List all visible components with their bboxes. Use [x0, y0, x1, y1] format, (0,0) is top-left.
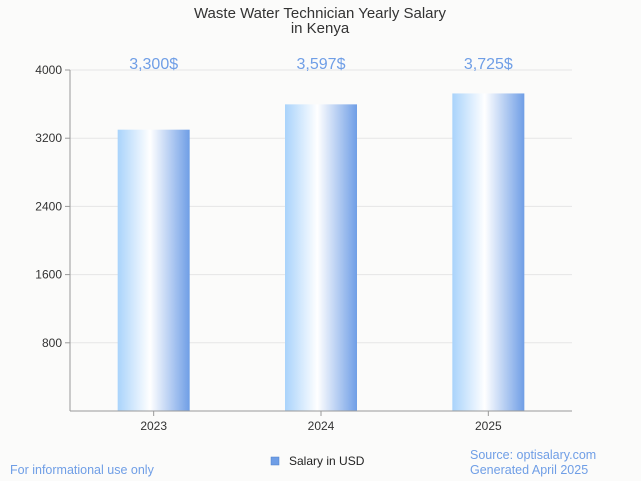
y-tick-label: 2400	[35, 199, 62, 213]
legend: Salary in USD	[270, 454, 365, 468]
y-tick-label: 4000	[35, 63, 62, 77]
x-axis-ticks: 2023 2024 2025	[140, 411, 502, 433]
y-axis-ticks: 800 1600 2400 3200 4000	[35, 63, 70, 350]
data-label-2024: 3,597$	[297, 56, 346, 73]
x-tick-label-2024: 2024	[308, 419, 335, 433]
y-tick-label: 3200	[35, 131, 62, 145]
x-tick-label-2025: 2025	[475, 419, 502, 433]
data-label-2023: 3,300$	[129, 56, 178, 73]
generated-text: Generated April 2025	[470, 463, 588, 477]
y-tick-label: 1600	[35, 268, 62, 282]
legend-swatch	[270, 456, 280, 466]
y-tick-label: 800	[42, 336, 62, 350]
data-labels: 3,300$ 3,597$ 3,725$	[129, 56, 513, 73]
bar-2025	[452, 93, 525, 411]
chart-title-line-1: Waste Water Technician Yearly Salary	[194, 5, 447, 22]
legend-label: Salary in USD	[289, 454, 365, 468]
x-tick-label-2023: 2023	[140, 419, 167, 433]
source-text: Source: optisalary.com	[470, 448, 596, 462]
bar-2024	[285, 104, 357, 412]
data-label-2025: 3,725$	[464, 56, 513, 73]
disclaimer-text: For informational use only	[10, 463, 155, 477]
bar-2023	[117, 129, 190, 412]
bars	[117, 93, 525, 412]
chart-title-line-2: in Kenya	[291, 20, 350, 37]
